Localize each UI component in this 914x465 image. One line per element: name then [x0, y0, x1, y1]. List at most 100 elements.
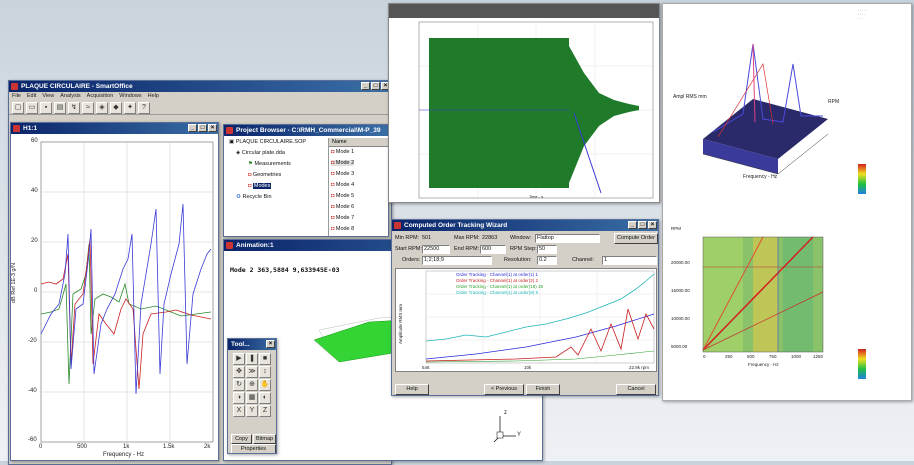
- max-rpm-value: 22863: [482, 235, 498, 241]
- list-item[interactable]: ◘ Mode 7: [331, 215, 355, 221]
- frf-minimize-icon[interactable]: _: [188, 124, 197, 132]
- order-tracking-plot: [425, 270, 655, 364]
- help-icon[interactable]: ?: [138, 102, 150, 114]
- frf-maximize-icon[interactable]: □: [198, 124, 207, 132]
- mode-list-header[interactable]: Name: [329, 138, 388, 147]
- amplitude-icon[interactable]: ↕: [259, 366, 271, 378]
- toolbox-close-icon[interactable]: ×: [266, 340, 275, 348]
- maximize-icon[interactable]: □: [371, 82, 380, 90]
- colormap-ytick-1: 15000.00: [671, 288, 690, 293]
- browser-titlebar[interactable]: Project Browser - C:\RMH_Commercial\M-P_…: [224, 125, 388, 136]
- menu-windows[interactable]: Windows: [119, 93, 142, 99]
- toolbox-window: Tool... × ▶ ❚ ■ ✥ ≫ ↕ ↻ ⊕ ✋ ◑ ▦ ◐ X Y Z …: [227, 338, 277, 454]
- tree-measurements[interactable]: ⚑ Measurements: [248, 161, 291, 167]
- previous-button[interactable]: < Previous: [484, 384, 524, 395]
- view-z-button[interactable]: Z: [259, 405, 271, 417]
- open-icon[interactable]: ▭: [26, 102, 38, 114]
- channel-label: Channel:: [572, 257, 595, 263]
- rpm-step-label: RPM Step:: [510, 246, 537, 252]
- speed-icon[interactable]: ≫: [246, 366, 258, 378]
- compute-order-button[interactable]: Compute Order: [614, 233, 658, 244]
- project-browser-window: Project Browser - C:\RMH_Commercial\M-P_…: [223, 124, 389, 237]
- rpm-step-input[interactable]: 50: [537, 245, 557, 254]
- new-icon[interactable]: ▢: [12, 102, 24, 114]
- wizard-close-icon[interactable]: ×: [648, 221, 657, 229]
- window-select[interactable]: Flattop: [535, 234, 600, 243]
- modes-icon: ◘: [248, 183, 252, 189]
- copy-button[interactable]: Copy: [231, 434, 252, 444]
- pan-icon[interactable]: ✋: [259, 379, 271, 391]
- frf-icon[interactable]: ≈: [82, 102, 94, 114]
- frf-title: H1:1: [23, 125, 38, 132]
- properties-button[interactable]: Properties: [231, 444, 276, 453]
- stop-icon[interactable]: ■: [259, 353, 271, 365]
- app-icon: [11, 83, 18, 90]
- wizard-titlebar[interactable]: Computed Order Tracking Wizard _ □ ×: [392, 220, 658, 231]
- list-item[interactable]: ◘ Mode 1: [331, 149, 355, 155]
- list-item[interactable]: ◘ Mode 4: [331, 182, 355, 188]
- list-item[interactable]: ◘ Mode 2: [331, 160, 355, 166]
- geometry-icon[interactable]: ◆: [110, 102, 122, 114]
- tree-recycle-label: Recycle Bin: [242, 194, 272, 200]
- start-rpm-input[interactable]: 22500: [422, 245, 450, 254]
- toolbox-titlebar[interactable]: Tool... ×: [228, 339, 276, 350]
- cancel-button[interactable]: Cancel: [616, 384, 656, 395]
- color-icon[interactable]: ◐: [259, 392, 271, 404]
- tree-recycle[interactable]: ♻ Recycle Bin: [236, 194, 272, 200]
- menu-help[interactable]: Help: [147, 93, 159, 99]
- frf-close-icon[interactable]: ×: [208, 124, 217, 132]
- print-icon[interactable]: ▤: [54, 102, 66, 114]
- help-button[interactable]: Help: [395, 384, 429, 395]
- rotate-icon[interactable]: ↻: [233, 379, 245, 391]
- tree-plate[interactable]: ◈ Circular plate.dda: [236, 150, 285, 156]
- order-curve-red: [425, 308, 655, 362]
- shade-icon[interactable]: ◑: [233, 392, 245, 404]
- resolution-input[interactable]: 0.2: [537, 256, 557, 265]
- axis-y-label: Y: [517, 432, 522, 438]
- frf-xtick-3: 1.5k: [163, 444, 175, 450]
- wizard-xtick-2: 22.9k rpm: [629, 365, 650, 370]
- tree-modes[interactable]: ◘ Modes: [248, 183, 272, 189]
- end-rpm-label: End RPM:: [454, 246, 480, 252]
- chart-icon: [13, 125, 20, 132]
- wizard-maximize-icon[interactable]: □: [638, 221, 647, 229]
- menu-view[interactable]: View: [42, 93, 55, 99]
- tree-geometries[interactable]: ◘ Geometries: [248, 172, 281, 178]
- play-icon[interactable]: ▶: [233, 353, 245, 365]
- menu-analysis[interactable]: Analysis: [60, 93, 81, 99]
- pause-icon[interactable]: ❚: [246, 353, 258, 365]
- animation-titlebar[interactable]: Animation:1: [224, 240, 542, 251]
- view-x-button[interactable]: X: [233, 405, 245, 417]
- smartoffice-titlebar[interactable]: PLAQUE CIRCULAIRE - SmartOffice _ □ ×: [9, 81, 391, 92]
- tree-root[interactable]: ▣ PLAQUE CIRCULAIRE.SOP: [229, 139, 307, 145]
- end-rpm-input[interactable]: 600: [480, 245, 506, 254]
- analyze-icon[interactable]: ◈: [96, 102, 108, 114]
- animation-title: Animation:1: [236, 242, 274, 249]
- wizard-minimize-icon[interactable]: _: [628, 221, 637, 229]
- measure-icon[interactable]: ↯: [68, 102, 80, 114]
- move-icon[interactable]: ✥: [233, 366, 245, 378]
- orders-input[interactable]: 1;2;18;9: [422, 256, 492, 265]
- minimize-icon[interactable]: _: [361, 82, 370, 90]
- zoom-icon[interactable]: ⊕: [246, 379, 258, 391]
- list-item[interactable]: ◘ Mode 3: [331, 171, 355, 177]
- list-item[interactable]: ◘ Mode 5: [331, 193, 355, 199]
- animate-icon[interactable]: ✦: [124, 102, 136, 114]
- finish-button[interactable]: Finish: [526, 384, 560, 395]
- signal-envelope: [429, 38, 569, 188]
- save-icon[interactable]: ▪: [40, 102, 52, 114]
- mesh-icon[interactable]: ▦: [246, 392, 258, 404]
- list-item[interactable]: ◘ Mode 8: [331, 226, 355, 232]
- channel-select[interactable]: 1: [602, 256, 657, 265]
- list-item[interactable]: ◘ Mode 6: [331, 204, 355, 210]
- menu-edit[interactable]: Edit: [26, 93, 37, 99]
- colormap-x-label: Frequency - Hz: [748, 362, 779, 367]
- time-window-header: [389, 4, 659, 18]
- view-y-button[interactable]: Y: [246, 405, 258, 417]
- browser-title: Project Browser - C:\RMH_Commercial\M-P_…: [236, 127, 381, 134]
- bitmap-button[interactable]: Bitmap: [253, 434, 276, 444]
- colormap-xtick-0: 0: [703, 354, 706, 359]
- menu-acquisition[interactable]: Acquisition: [86, 93, 114, 99]
- menu-file[interactable]: File: [12, 93, 21, 99]
- frf-titlebar[interactable]: H1:1 _ □ ×: [11, 123, 218, 134]
